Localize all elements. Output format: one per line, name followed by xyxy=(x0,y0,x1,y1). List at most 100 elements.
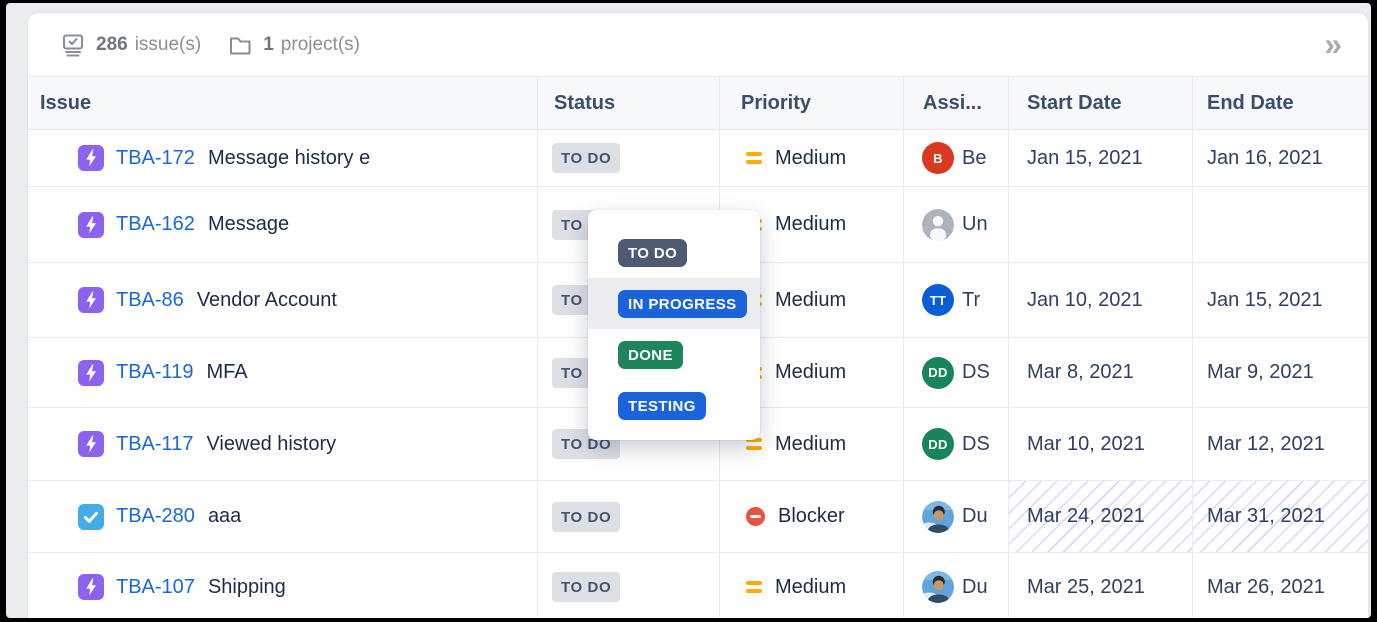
priority-cell[interactable]: Blocker xyxy=(719,481,903,552)
priority-cell[interactable]: Medium xyxy=(719,553,903,618)
issue-summary: aaa xyxy=(207,505,242,527)
start-date-cell[interactable]: Mar 10, 2021 xyxy=(1008,408,1192,480)
end-date-cell[interactable]: Mar 31, 2021 xyxy=(1192,481,1368,552)
priority-label: Blocker xyxy=(778,505,845,527)
avatar-photo[interactable] xyxy=(922,500,954,533)
priority-label: Medium xyxy=(775,432,847,455)
column-header-start-date[interactable]: Start Date xyxy=(1008,77,1192,129)
priority-medium-icon xyxy=(746,581,762,593)
column-header-status[interactable]: Status xyxy=(537,77,719,129)
start-date-value: Jan 15, 2021 xyxy=(1027,146,1143,169)
status-option-in-progress[interactable]: IN PROGRESS xyxy=(588,278,760,329)
start-date-cell[interactable]: Mar 8, 2021 xyxy=(1008,338,1192,407)
issue-key-link[interactable]: TBA-280 xyxy=(116,505,195,527)
avatar-photo[interactable] xyxy=(922,571,954,603)
story-type-icon xyxy=(78,359,104,386)
status-option-to-do[interactable]: TO DO xyxy=(588,227,760,278)
story-type-icon xyxy=(78,145,104,171)
issue-cell: TBA-86 Vendor Account xyxy=(28,263,537,337)
status-lozenge[interactable]: TO DO xyxy=(552,501,621,532)
status-lozenge[interactable]: TO DO xyxy=(552,572,621,602)
priority-label: Medium xyxy=(775,146,847,169)
table-header-row: Issue Status Priority Assi... Start Date… xyxy=(28,76,1368,130)
issue-summary: Message history e xyxy=(207,146,371,169)
assignee-cell[interactable]: B Be xyxy=(903,130,1008,186)
avatar-initials[interactable]: DD xyxy=(922,428,954,460)
issue-summary: MFA xyxy=(206,361,248,383)
issue-cell: TBA-172 Message history e xyxy=(28,130,537,186)
table-row[interactable]: TBA-172 Message history e TO DO Medium B Be Ja… xyxy=(28,130,1368,187)
end-date-cell[interactable]: Mar 9, 2021 xyxy=(1192,338,1368,407)
assignee-name: Un xyxy=(962,213,988,235)
status-cell: TO DO xyxy=(537,553,719,618)
issue-summary: Vendor Account xyxy=(196,288,337,311)
issue-key-link[interactable]: TBA-119 xyxy=(116,361,194,383)
avatar-initials[interactable]: B xyxy=(922,142,954,174)
assignee-cell[interactable]: DD DS xyxy=(903,338,1008,407)
issue-cell: TBA-117 Viewed history xyxy=(28,408,537,480)
issue-key-link[interactable]: TBA-107 xyxy=(116,575,195,598)
end-date-cell[interactable]: Mar 12, 2021 xyxy=(1192,408,1368,480)
end-date-cell[interactable]: Jan 15, 2021 xyxy=(1192,263,1368,337)
issue-summary: Viewed history xyxy=(206,432,337,455)
end-date-cell[interactable] xyxy=(1192,187,1368,262)
start-date-cell[interactable]: Jan 15, 2021 xyxy=(1008,130,1192,186)
status-option-done[interactable]: DONE xyxy=(588,329,760,380)
priority-label: Medium xyxy=(775,575,847,598)
assignee-cell[interactable]: DD DS xyxy=(903,408,1008,480)
status-option-lozenge: DONE xyxy=(618,340,683,369)
assignee-cell[interactable]: Un xyxy=(903,187,1008,262)
end-date-value: Mar 31, 2021 xyxy=(1207,505,1325,527)
start-date-cell[interactable]: Mar 25, 2021 xyxy=(1008,553,1192,618)
priority-cell[interactable]: Medium xyxy=(719,408,903,480)
start-date-cell[interactable]: Jan 10, 2021 xyxy=(1008,263,1192,337)
column-header-assignee[interactable]: Assi... xyxy=(903,77,1008,129)
assignee-cell[interactable]: Du xyxy=(903,553,1008,618)
app-background: 286 issue(s) 1 project(s) » Issue Status… xyxy=(6,3,1371,618)
issue-stack-icon xyxy=(60,32,86,58)
assignee-cell[interactable]: Du xyxy=(903,481,1008,552)
start-date-cell[interactable]: Mar 24, 2021 xyxy=(1008,481,1192,552)
task-type-icon xyxy=(78,503,104,530)
story-type-icon xyxy=(78,287,104,313)
start-date-cell[interactable] xyxy=(1008,187,1192,262)
column-header-priority[interactable]: Priority xyxy=(719,77,903,129)
status-option-lozenge: TO DO xyxy=(618,238,688,267)
avatar-initials[interactable]: DD xyxy=(922,356,954,389)
end-date-cell[interactable]: Jan 16, 2021 xyxy=(1192,130,1368,186)
issue-key-link[interactable]: TBA-162 xyxy=(116,213,195,235)
assignee-name: DS xyxy=(962,361,990,383)
issue-key-link[interactable]: TBA-172 xyxy=(116,146,195,169)
summary-bar: 286 issue(s) 1 project(s) » xyxy=(28,13,1368,76)
priority-cell[interactable]: Medium xyxy=(719,130,903,186)
assignee-cell[interactable]: TT Tr xyxy=(903,263,1008,337)
table-row[interactable]: TBA-280 aaa TO DO Blocker Du Mar 24, 2021 Mar … xyxy=(28,481,1368,553)
start-date-value: Jan 10, 2021 xyxy=(1027,288,1143,311)
issue-key-link[interactable]: TBA-86 xyxy=(116,288,184,311)
avatar-unassigned-icon[interactable] xyxy=(922,208,954,241)
issue-key-link[interactable]: TBA-117 xyxy=(116,432,194,455)
status-option-testing[interactable]: TESTING xyxy=(588,380,760,431)
folder-icon xyxy=(227,32,253,58)
double-chevron-right-icon[interactable]: » xyxy=(1324,25,1342,62)
start-date-value: Mar 25, 2021 xyxy=(1027,575,1145,598)
column-header-end-date[interactable]: End Date xyxy=(1192,77,1368,129)
priority-medium-icon xyxy=(746,152,762,164)
status-lozenge[interactable]: TO DO xyxy=(552,143,621,173)
avatar-initials[interactable]: TT xyxy=(922,284,954,316)
end-date-value: Jan 16, 2021 xyxy=(1207,146,1323,169)
story-type-icon xyxy=(78,211,104,238)
assignee-name: Tr xyxy=(962,288,981,311)
priority-medium-icon xyxy=(746,438,762,450)
issue-cell: TBA-119 MFA xyxy=(28,338,537,407)
end-date-cell[interactable]: Mar 26, 2021 xyxy=(1192,553,1368,618)
status-dropdown: TO DO IN PROGRESS DONE TESTING xyxy=(588,210,760,440)
issue-summary: Message xyxy=(207,213,290,235)
issue-count-label: issue(s) xyxy=(134,33,202,55)
issue-count: 286 xyxy=(96,33,128,55)
project-count: 1 xyxy=(263,33,274,55)
start-date-value: Mar 24, 2021 xyxy=(1027,505,1145,527)
status-cell: TO DO xyxy=(537,130,719,186)
column-header-issue[interactable]: Issue xyxy=(40,91,92,114)
table-row[interactable]: TBA-107 Shipping TO DO Medium Du Mar 25, 2021… xyxy=(28,553,1368,618)
